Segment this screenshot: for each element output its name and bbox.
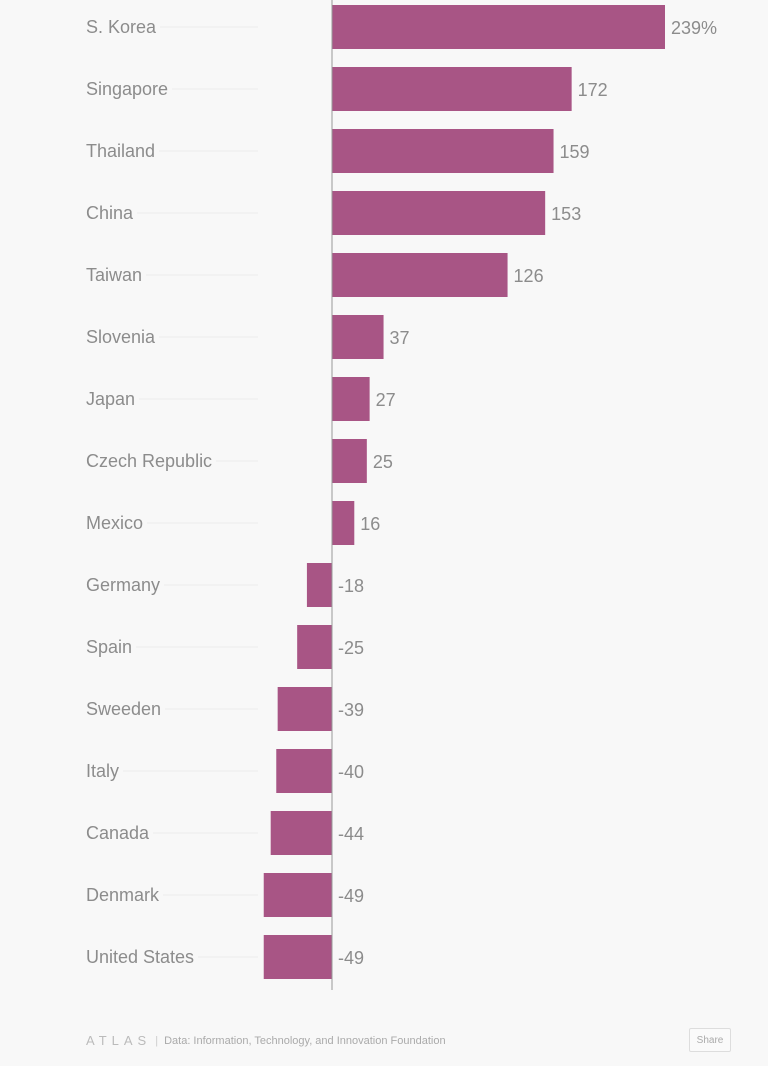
data-label: 27 xyxy=(376,390,396,410)
category-label: Slovenia xyxy=(86,327,156,347)
data-label: 37 xyxy=(390,328,410,348)
source-text: Data: Information, Technology, and Innov… xyxy=(164,1034,446,1047)
category-label: Germany xyxy=(86,575,160,595)
data-label: 172 xyxy=(578,80,608,100)
data-label: -44 xyxy=(338,824,364,844)
bar xyxy=(332,501,355,545)
data-label: 126 xyxy=(514,266,544,286)
category-label: Spain xyxy=(86,637,132,657)
data-label: 25 xyxy=(373,452,393,472)
category-label: Mexico xyxy=(86,513,143,533)
category-label: Denmark xyxy=(86,885,160,905)
category-label: Japan xyxy=(86,389,135,409)
bar xyxy=(263,873,332,917)
bar xyxy=(332,67,572,111)
category-label: Italy xyxy=(86,761,119,781)
bar xyxy=(270,811,332,855)
footer: ATLAS | Data: Information, Technology, a… xyxy=(86,1033,446,1048)
category-label: Singapore xyxy=(86,79,168,99)
category-label: Czech Republic xyxy=(86,451,212,471)
category-label: Canada xyxy=(86,823,150,843)
data-label: 153 xyxy=(551,204,581,224)
category-label: Taiwan xyxy=(86,265,142,285)
category-label: Thailand xyxy=(86,141,155,161)
data-label: -49 xyxy=(338,948,364,968)
bar xyxy=(332,5,665,49)
bar xyxy=(332,439,367,483)
category-label: United States xyxy=(86,947,194,967)
data-label: -49 xyxy=(338,886,364,906)
share-button[interactable]: Share xyxy=(689,1028,731,1052)
bar xyxy=(277,687,332,731)
data-label: -40 xyxy=(338,762,364,782)
bar xyxy=(276,749,332,793)
bar-chart: S. Korea 239% Singapore 172 Thailand 159 China… xyxy=(86,0,717,990)
category-label: Sweeden xyxy=(86,699,161,719)
data-label: 239% xyxy=(671,18,717,38)
bar xyxy=(306,563,332,607)
atlas-logo: ATLAS xyxy=(86,1033,152,1048)
data-label: 16 xyxy=(360,514,380,534)
category-label: S. Korea xyxy=(86,17,157,37)
bar xyxy=(332,129,554,173)
data-label: -25 xyxy=(338,638,364,658)
bar xyxy=(332,315,384,359)
bar xyxy=(263,935,332,979)
bar xyxy=(332,377,370,421)
bar xyxy=(297,625,332,669)
data-label: -18 xyxy=(338,576,364,596)
data-label: -39 xyxy=(338,700,364,720)
data-label: 159 xyxy=(560,142,590,162)
bar xyxy=(332,191,546,235)
bar xyxy=(332,253,508,297)
separator: | xyxy=(155,1034,159,1047)
category-label: China xyxy=(86,203,134,223)
